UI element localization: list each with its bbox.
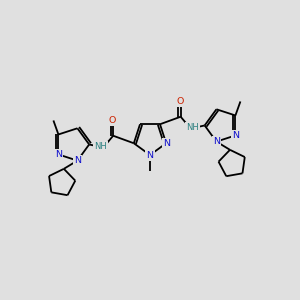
Text: O: O: [177, 97, 184, 106]
Text: N: N: [146, 151, 154, 160]
Text: N: N: [146, 151, 154, 160]
Text: N: N: [213, 137, 220, 146]
Text: N: N: [232, 131, 239, 140]
Text: N: N: [213, 137, 220, 146]
Text: N: N: [74, 156, 81, 165]
Text: O: O: [109, 116, 116, 125]
Text: NH: NH: [94, 142, 106, 151]
Text: N: N: [163, 139, 170, 148]
Text: NH: NH: [186, 123, 199, 132]
Text: N: N: [163, 139, 170, 148]
Text: N: N: [74, 156, 81, 165]
Text: N: N: [55, 150, 62, 159]
